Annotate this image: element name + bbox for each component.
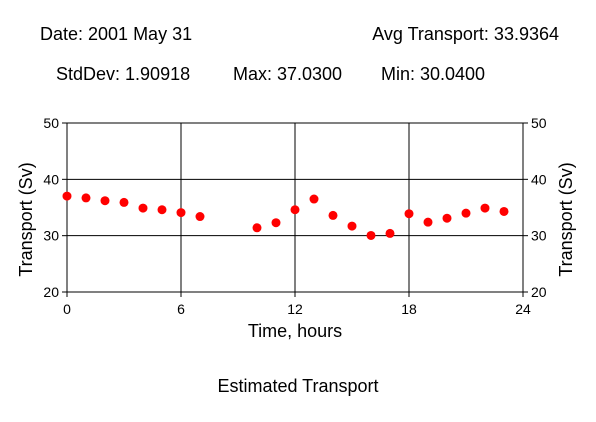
data-point: [62, 191, 72, 201]
data-point: [176, 208, 186, 218]
x-axis-label: Time, hours: [248, 321, 342, 341]
data-point: [442, 213, 452, 223]
data-point: [195, 212, 205, 222]
x-tick-label: 12: [287, 301, 303, 317]
y-tick-label-right: 40: [531, 171, 547, 187]
data-point: [423, 217, 433, 227]
data-point: [461, 208, 471, 218]
data-point: [385, 228, 395, 238]
data-points: [62, 191, 509, 240]
y-axis-label-right: Transport (Sv): [556, 162, 576, 276]
data-point: [290, 205, 300, 215]
y-tick-label-right: 30: [531, 228, 547, 244]
x-tick-label: 18: [401, 301, 417, 317]
data-point: [309, 194, 319, 204]
data-point: [480, 203, 490, 213]
stddev-label: StdDev: 1.90918: [56, 64, 191, 84]
data-point: [81, 193, 91, 203]
max-label: Max: 37.0300: [233, 64, 343, 84]
chart-caption: Estimated Transport: [217, 376, 379, 396]
data-point: [138, 203, 148, 213]
data-point: [157, 205, 167, 215]
y-axis-label-left: Transport (Sv): [16, 162, 36, 276]
y-tick-label-left: 30: [43, 228, 59, 244]
data-point: [100, 196, 110, 206]
min-label: Min: 30.0400: [381, 64, 486, 84]
data-point: [328, 210, 338, 220]
data-point: [252, 223, 262, 233]
data-point: [271, 218, 281, 228]
y-tick-label-right: 50: [531, 115, 547, 131]
data-point: [499, 206, 509, 216]
data-point: [404, 209, 414, 219]
x-tick-label: 24: [515, 301, 531, 317]
avg-transport-label: Avg Transport: 33.9364: [372, 24, 559, 44]
y-tick-label-right: 20: [531, 284, 547, 300]
data-point: [119, 197, 129, 207]
date-label: Date: 2001 May 31: [40, 24, 193, 44]
data-point: [347, 221, 357, 231]
x-tick-label: 0: [63, 301, 71, 317]
x-tick-label: 6: [177, 301, 185, 317]
y-tick-label-left: 20: [43, 284, 59, 300]
data-point: [366, 230, 376, 240]
y-tick-label-left: 50: [43, 115, 59, 131]
y-tick-label-left: 40: [43, 171, 59, 187]
